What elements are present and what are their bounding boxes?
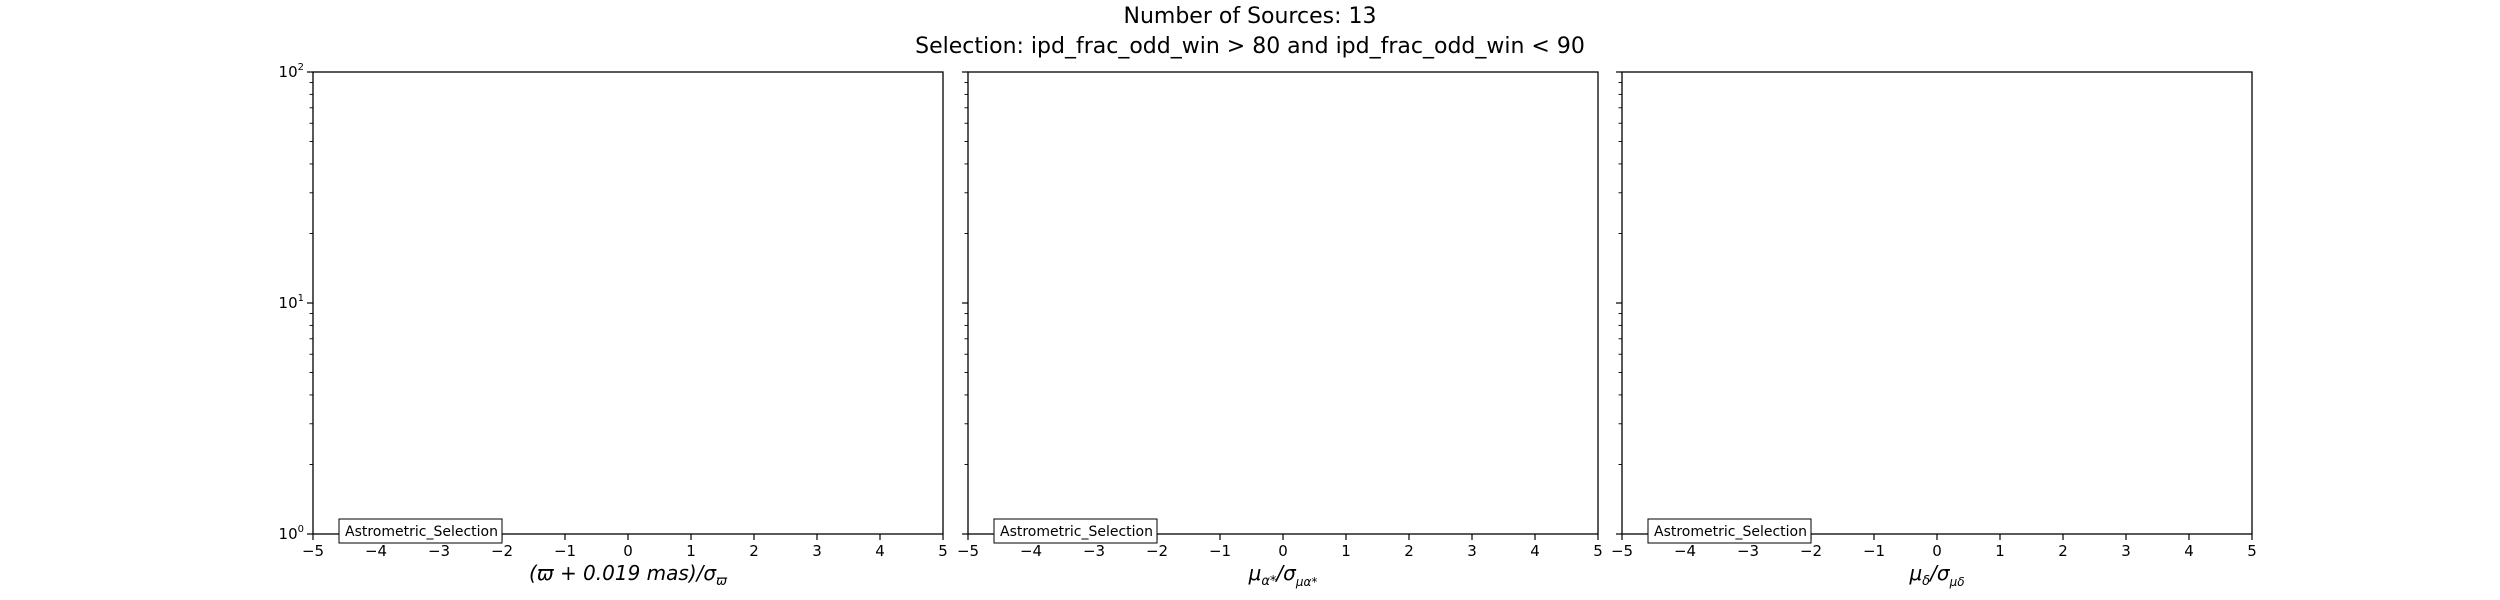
x-tick-label: 2 (1404, 542, 1414, 560)
x-tick-label: 5 (1593, 542, 1603, 560)
x-tick-label: −2 (1146, 542, 1168, 560)
x-tick-label: 5 (2247, 542, 2257, 560)
x-axis-label: μδ/σμδ (1908, 561, 1964, 589)
x-tick-label: 1 (686, 542, 696, 560)
x-axis-label: μα*/σμα* (1248, 561, 1318, 589)
y-tick-label: 102 (279, 62, 304, 81)
axes-frame (967, 71, 1599, 535)
chart-panel-2: −5 −4 −3 −2 −1 0 1 2 3 4 5 Astrometric_Selection μα*… (957, 71, 1603, 589)
x-tick-label: −5 (302, 542, 324, 560)
axes-frame (1621, 71, 2253, 535)
x-tick-label: −4 (1020, 542, 1042, 560)
x-tick-label: −3 (1083, 542, 1105, 560)
x-tick-label: −5 (957, 542, 979, 560)
x-tick-label: 1 (1341, 542, 1351, 560)
x-tick-label: 3 (2121, 542, 2131, 560)
x-tick-label: −4 (1674, 542, 1696, 560)
figure-subtitle: Selection: ipd_frac_odd_win > 80 and ipd… (915, 34, 1585, 59)
x-tick-label: −2 (1800, 542, 1822, 560)
legend-label: Astrometric_Selection (1654, 524, 1807, 540)
x-tick-label: 0 (1278, 542, 1288, 560)
y-tick-label: 101 (279, 293, 304, 312)
legend-label: Astrometric_Selection (345, 524, 498, 540)
x-tick-label: 3 (1467, 542, 1477, 560)
x-tick-label: 2 (749, 542, 759, 560)
axes-frame (312, 71, 944, 535)
x-tick-label: 3 (812, 542, 822, 560)
legend-label: Astrometric_Selection (1000, 524, 1153, 540)
chart-panel-1: −5 −4 −3 −2 −1 0 1 2 3 4 5 100 101 102 Astrometric_Sel… (279, 62, 948, 589)
x-tick-label: 4 (2184, 542, 2194, 560)
x-tick-label: −4 (365, 542, 387, 560)
x-tick-label: −2 (491, 542, 513, 560)
x-tick-label: 0 (1932, 542, 1942, 560)
figure-title: Number of Sources: 13 (1123, 4, 1377, 29)
x-tick-label: −5 (1611, 542, 1633, 560)
x-tick-label: −1 (1863, 542, 1885, 560)
x-tick-label: 0 (623, 542, 633, 560)
x-tick-label: 4 (1530, 542, 1540, 560)
x-tick-label: 4 (875, 542, 885, 560)
legend-box (338, 518, 503, 544)
x-tick-label: −1 (1209, 542, 1231, 560)
x-tick-label: −3 (1737, 542, 1759, 560)
y-tick-label: 100 (279, 524, 304, 543)
chart-panel-3: −5 −4 −3 −2 −1 0 1 2 3 4 5 Astrometric_Selection μδ/… (1611, 71, 2257, 589)
legend-box (993, 518, 1158, 544)
x-tick-label: 2 (2058, 542, 2068, 560)
x-axis-label: (ϖ + 0.019 mas)/σϖ (529, 561, 728, 589)
x-tick-label: −3 (428, 542, 450, 560)
x-tick-label: −1 (554, 542, 576, 560)
x-tick-label: 5 (938, 542, 948, 560)
x-tick-label: 1 (1995, 542, 2005, 560)
legend-box (1647, 518, 1812, 544)
